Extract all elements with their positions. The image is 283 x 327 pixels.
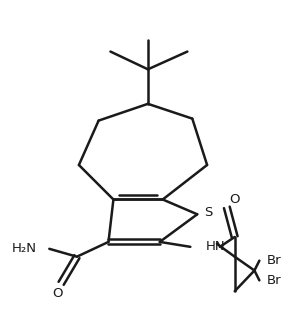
Text: O: O [230, 193, 240, 206]
Text: S: S [204, 206, 213, 219]
Text: Br: Br [266, 274, 281, 287]
Text: Br: Br [266, 254, 281, 267]
Text: HN: HN [206, 240, 226, 253]
Text: H₂N: H₂N [12, 242, 37, 255]
Text: O: O [52, 287, 63, 300]
